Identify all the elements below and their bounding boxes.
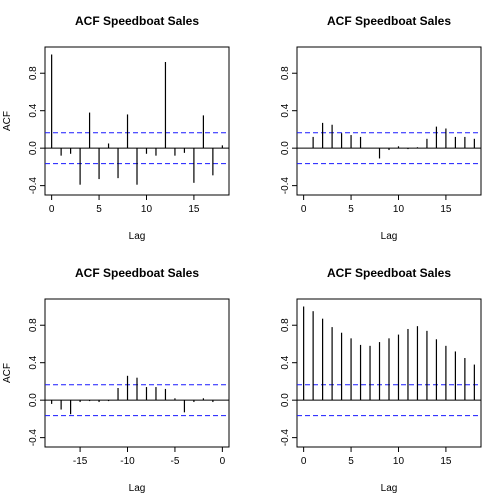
acf-panel-1: ACF Speedboat Sales 0 5 10 15 -0.4 0.0 0.4 0.8 La… bbox=[2, 14, 230, 242]
y-tick-label: 0.8 bbox=[280, 66, 291, 80]
x-tick-label: 0 bbox=[220, 456, 226, 467]
chart-title: ACF Speedboat Sales bbox=[327, 14, 451, 28]
x-tick-label: -15 bbox=[73, 456, 88, 467]
chart-title: ACF Speedboat Sales bbox=[327, 266, 451, 280]
y-tick-label: 0.0 bbox=[280, 393, 291, 407]
x-tick-label: 10 bbox=[393, 456, 405, 467]
x-axis-label: Lag bbox=[129, 483, 146, 494]
y-tick-label: 0.4 bbox=[280, 103, 291, 117]
y-tick-label: 0.8 bbox=[28, 318, 39, 332]
x-tick-label: 5 bbox=[96, 204, 102, 215]
x-tick-label: -5 bbox=[170, 456, 179, 467]
x-tick-label: 0 bbox=[49, 204, 55, 215]
y-tick-label: -0.4 bbox=[280, 177, 291, 195]
x-tick-label: 15 bbox=[188, 204, 200, 215]
y-tick-label: 0.8 bbox=[280, 318, 291, 332]
x-tick-label: 5 bbox=[348, 456, 354, 467]
y-tick-label: -0.4 bbox=[28, 177, 39, 195]
chart-title: ACF Speedboat Sales bbox=[75, 266, 199, 280]
y-tick-label: 0.4 bbox=[28, 355, 39, 369]
y-axis-label: ACF bbox=[2, 111, 13, 131]
y-tick-label: 0.0 bbox=[280, 141, 291, 155]
y-tick-label: 0.4 bbox=[28, 103, 39, 117]
acf-panel-2: ACF Speedboat Sales 0 5 10 15 -0.4 0.0 0.4 0.8 La… bbox=[280, 14, 482, 242]
x-tick-label: 10 bbox=[393, 204, 405, 215]
x-axis-label: Lag bbox=[129, 231, 146, 242]
x-tick-label: 0 bbox=[301, 456, 307, 467]
y-tick-label: 0.8 bbox=[28, 66, 39, 80]
x-tick-label: -10 bbox=[120, 456, 135, 467]
y-tick-label: 0.0 bbox=[28, 141, 39, 155]
acf-panel-3: ACF Speedboat Sales -15 -10 -5 0 -0.4 0.0 0.4 0.… bbox=[2, 266, 230, 494]
x-axis-label: Lag bbox=[381, 483, 398, 494]
plot-frame bbox=[44, 298, 230, 448]
plot-frame bbox=[44, 46, 230, 196]
y-tick-label: -0.4 bbox=[28, 429, 39, 447]
y-tick-label: -0.4 bbox=[280, 429, 291, 447]
plot-frame bbox=[296, 46, 482, 196]
acf-panel-4: ACF Speedboat Sales 0 5 10 15 -0.4 0.0 0.4 0.8 La… bbox=[280, 266, 482, 494]
x-tick-label: 5 bbox=[348, 204, 354, 215]
plot-frame bbox=[296, 298, 482, 448]
y-axis-label: ACF bbox=[2, 363, 13, 383]
x-axis-label: Lag bbox=[381, 231, 398, 242]
x-tick-label: 0 bbox=[301, 204, 307, 215]
y-tick-label: 0.4 bbox=[280, 355, 291, 369]
x-tick-label: 15 bbox=[440, 204, 452, 215]
x-tick-label: 15 bbox=[440, 456, 452, 467]
x-tick-label: 10 bbox=[141, 204, 153, 215]
chart-title: ACF Speedboat Sales bbox=[75, 14, 199, 28]
y-tick-label: 0.0 bbox=[28, 393, 39, 407]
